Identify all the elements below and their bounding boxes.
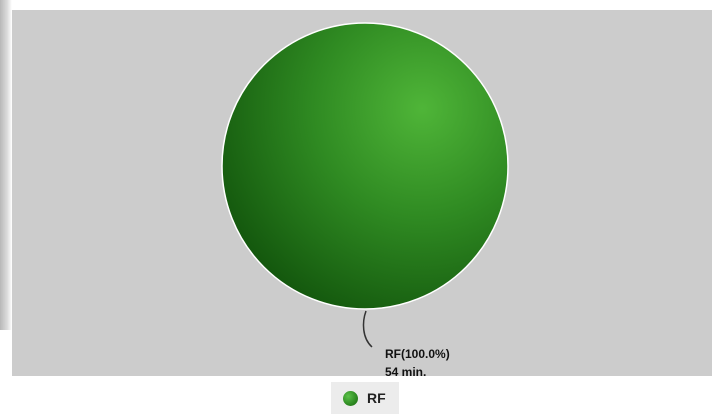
slice-data-label-value: 54 min.	[385, 365, 426, 379]
pie-slice-rf[interactable]	[221, 22, 509, 310]
slice-leader-line	[362, 310, 373, 348]
slices-layer	[221, 22, 509, 310]
legend: RF	[331, 382, 399, 414]
slice-data-label-percent: RF(100.0%)	[385, 347, 450, 361]
panel-shadow	[0, 0, 12, 330]
legend-swatch-rf[interactable]	[343, 390, 358, 406]
legend-label-rf[interactable]: RF	[367, 390, 386, 406]
